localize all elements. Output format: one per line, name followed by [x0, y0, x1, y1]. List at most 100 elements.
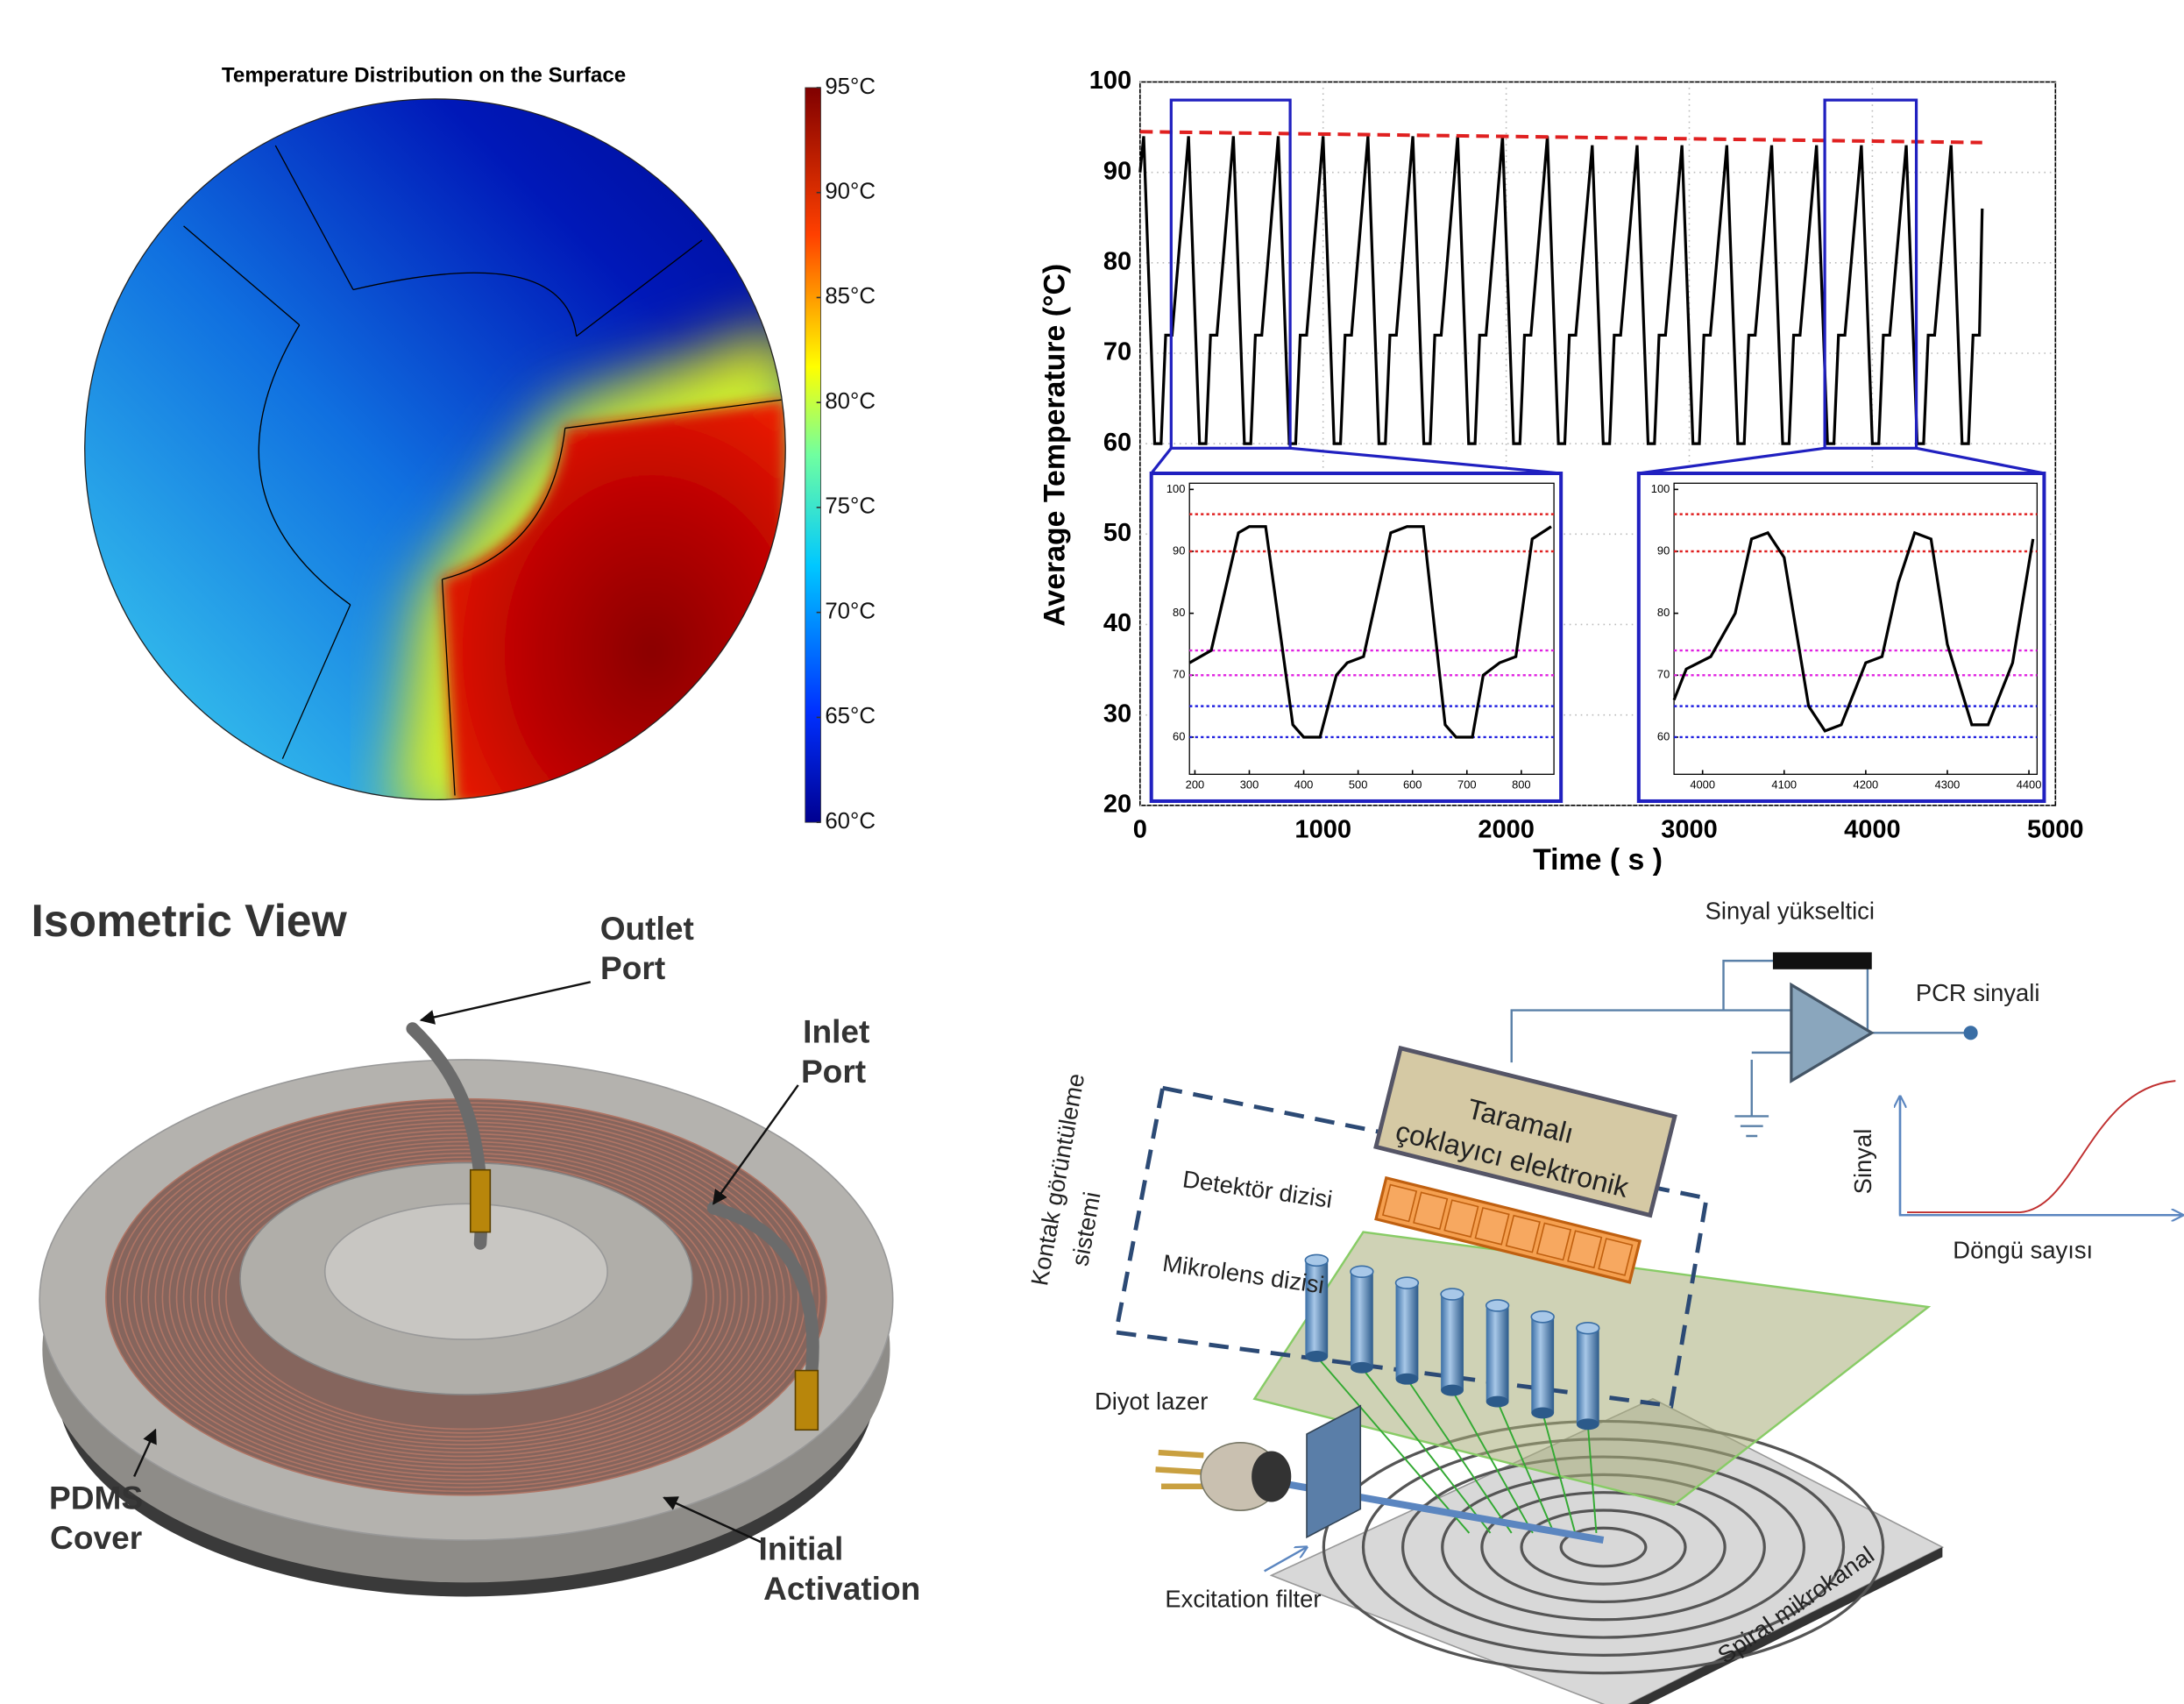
- inset-y-tick-label: 60: [1657, 729, 1670, 742]
- inset-x-tick-label: 700: [1457, 778, 1476, 792]
- zoom-connector: [1638, 446, 1826, 475]
- y-tick-label: 80: [1103, 247, 1131, 275]
- inset-x-tick-label: 4100: [1771, 778, 1797, 792]
- x-tick-label: 5000: [2027, 815, 2084, 843]
- y-tick-label: 30: [1103, 699, 1131, 728]
- colorbar-label: 65°C: [825, 704, 876, 728]
- microlens-base: [1395, 1373, 1419, 1385]
- inset-y-tick-label: 70: [1173, 668, 1185, 681]
- coil-turn: [218, 1160, 714, 1434]
- coil-turn: [189, 1145, 743, 1450]
- zoom-box: [1823, 98, 1918, 450]
- schematic-label: PCR sinyali: [1916, 979, 2040, 1006]
- microlens: [1395, 1282, 1419, 1380]
- inset-y-tick-label: 100: [1166, 482, 1185, 495]
- inset-series: [1188, 525, 1552, 739]
- schematic-label: Detektör dizisi: [1181, 1165, 1335, 1213]
- schematic-label: Excitation filter: [1165, 1586, 1321, 1613]
- callout-label: PDMS: [49, 1480, 143, 1516]
- callout-label: Port: [600, 949, 665, 986]
- colorbar-label: 90°C: [825, 180, 876, 204]
- x-tick-label: 0: [1133, 815, 1147, 843]
- spiral-turn: [1480, 1491, 1727, 1604]
- inset-y-tick-label: 90: [1657, 543, 1670, 557]
- y-tick-label: 40: [1103, 609, 1131, 637]
- y-axis-label: Average Temperature (°C): [1039, 264, 1072, 627]
- isometric-title: Isometric View: [31, 895, 347, 946]
- inset-y-tick-label: 90: [1173, 543, 1185, 557]
- x-tick-label: 1000: [1294, 815, 1351, 843]
- schematic-label: Diyot lazer: [1095, 1388, 1208, 1415]
- inset-plot: [1673, 482, 2039, 775]
- coil-turn: [175, 1137, 757, 1458]
- microlens-top: [1485, 1299, 1510, 1312]
- colorbar-label: 60°C: [825, 809, 876, 834]
- x-axis-label: Time ( s ): [1533, 843, 1663, 877]
- inset-x-tick-label: 4000: [1690, 778, 1715, 792]
- microlens-top: [1530, 1310, 1555, 1324]
- inset-frame: [1149, 471, 1564, 803]
- schematic-label: Mikrolens dizisi: [1161, 1249, 1326, 1299]
- colorbar: [805, 87, 821, 823]
- line-series: [1139, 130, 1982, 145]
- coil-turn: [203, 1152, 728, 1442]
- microlens-top: [1304, 1253, 1329, 1267]
- x-tick-label: 4000: [1844, 815, 1901, 843]
- callout-label: Cover: [50, 1519, 142, 1556]
- y-tick-label: 20: [1103, 790, 1131, 818]
- inset-x-tick-label: 500: [1349, 778, 1367, 792]
- schematic-label: sistemi: [1066, 1189, 1105, 1267]
- callout-label: Initial: [759, 1530, 844, 1567]
- inset-x-tick-label: 4400: [2017, 778, 2042, 792]
- schematic-label: Sinyal: [1849, 1129, 1876, 1195]
- callout-label: Outlet: [600, 910, 694, 947]
- microlens-top: [1350, 1265, 1374, 1278]
- schematic-label: Döngü sayısı: [1953, 1236, 2093, 1263]
- microlens-top: [1440, 1288, 1464, 1301]
- x-tick-label: 2000: [1478, 815, 1535, 843]
- heatmap: Temperature Distribution on the Surface …: [84, 63, 876, 834]
- y-tick-label: 90: [1103, 157, 1131, 185]
- callout-label: Port: [801, 1053, 866, 1090]
- inset-y-tick-label: 80: [1657, 606, 1670, 619]
- detector-cell: [1505, 1214, 1541, 1253]
- y-tick-label: 60: [1103, 429, 1131, 457]
- detector-cell: [1598, 1238, 1634, 1276]
- zoom-connector: [1289, 446, 1562, 475]
- microlens: [1350, 1271, 1373, 1368]
- detector-cell: [1381, 1183, 1418, 1223]
- spiral-turn: [1520, 1509, 1687, 1586]
- detector-cell: [1474, 1206, 1510, 1246]
- detector-cell: [1443, 1199, 1479, 1238]
- colorbar-label: 70°C: [825, 599, 876, 623]
- schematic-label: Sinyal yükseltici: [1705, 898, 1875, 925]
- microlens: [1305, 1260, 1329, 1357]
- inset-y-tick-label: 80: [1173, 606, 1185, 619]
- light-path: [1542, 1412, 1577, 1534]
- light-path: [1586, 1424, 1598, 1534]
- inset-frame: [1636, 471, 2046, 803]
- microlens: [1531, 1317, 1555, 1413]
- microlens-base: [1305, 1351, 1329, 1362]
- inset-x-tick-label: 200: [1186, 778, 1204, 792]
- spiral-turn: [1559, 1526, 1648, 1568]
- inset-y-tick-label: 70: [1657, 668, 1670, 681]
- coil-turn: [168, 1132, 764, 1461]
- colorbar-label: 95°C: [825, 75, 876, 99]
- colorbar-label: 85°C: [825, 284, 876, 309]
- isometric-view: Isometric View OutletPortInletPortPDMSCo…: [31, 895, 920, 1607]
- y-tick-label: 50: [1103, 519, 1131, 547]
- inset-series: [1672, 530, 2035, 733]
- light-path: [1451, 1389, 1534, 1534]
- zoom-connector: [1150, 447, 1173, 475]
- microlens-top: [1394, 1276, 1420, 1289]
- inset-plot: [1188, 482, 1555, 775]
- line-series: [1138, 136, 1984, 445]
- microlens-base: [1576, 1418, 1599, 1431]
- microlens-base: [1486, 1395, 1509, 1408]
- microlens-base: [1441, 1384, 1464, 1396]
- callout-label: Inlet: [803, 1013, 869, 1050]
